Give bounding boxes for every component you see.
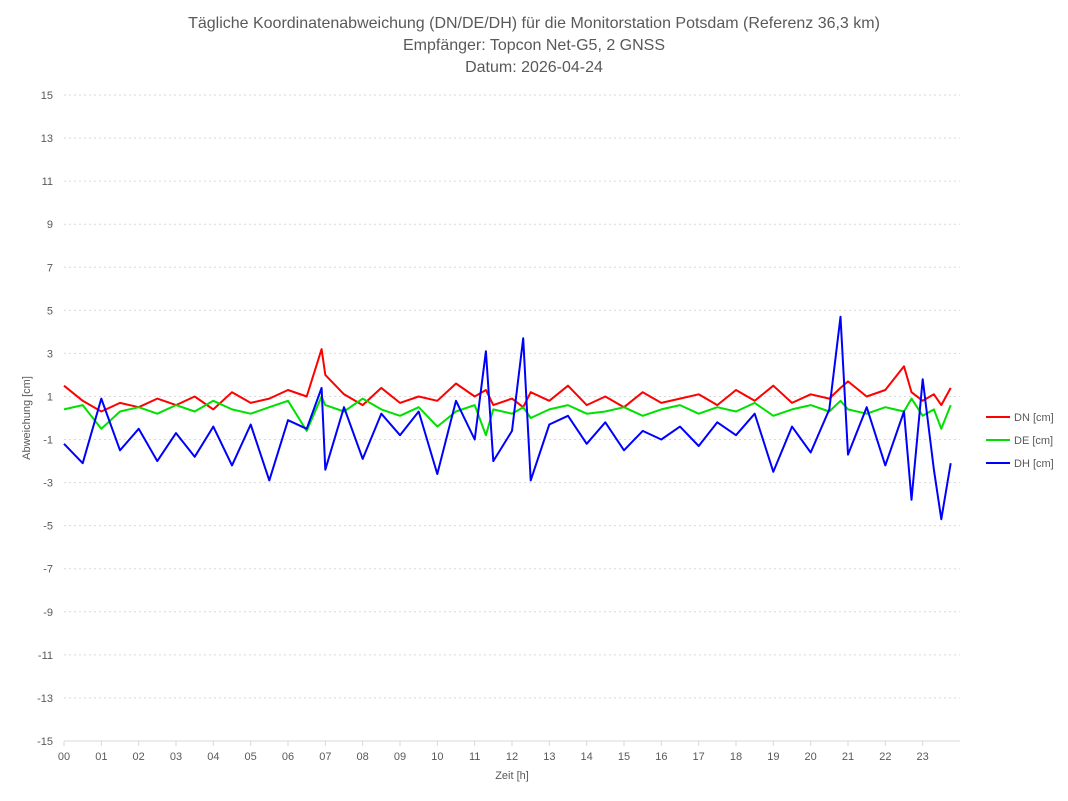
x-tick-label: 09	[394, 751, 406, 763]
x-axis-title: Zeit [h]	[495, 770, 529, 782]
y-tick-label: -9	[43, 607, 53, 619]
y-axis-title: Abweichung [cm]	[21, 376, 33, 460]
x-tick-label: 23	[917, 751, 929, 763]
x-tick-label: 21	[842, 751, 854, 763]
legend-label: DH [cm]	[1014, 458, 1054, 470]
y-tick-label: 5	[47, 305, 53, 317]
x-axis-ticks: 00 01 02 03 04 05 06 07 08 09 10 11 12 13 14 15 16 17 18 19…	[58, 740, 960, 763]
y-tick-label: 3	[47, 348, 53, 360]
y-tick-label: -5	[43, 521, 53, 533]
legend-label: DN [cm]	[1014, 412, 1054, 424]
x-tick-label: 01	[95, 751, 107, 763]
y-tick-label: 1	[47, 391, 53, 403]
y-axis-ticks: 15 13 11 9 7 5 3 1 -1 -3 -5 -7 -9 -11 -13 -15	[37, 90, 53, 748]
legend: DN [cm] DE [cm] DH [cm]	[986, 412, 1054, 470]
x-tick-label: 17	[693, 751, 705, 763]
x-tick-label: 16	[655, 751, 667, 763]
x-tick-label: 20	[805, 751, 817, 763]
y-tick-label: 13	[41, 133, 53, 145]
x-tick-label: 12	[506, 751, 518, 763]
series-line	[63, 348, 952, 413]
x-tick-label: 11	[469, 751, 480, 763]
y-tick-label: -7	[43, 564, 53, 576]
x-tick-label: 10	[431, 751, 443, 763]
x-tick-label: 05	[245, 751, 257, 763]
x-tick-label: 08	[357, 751, 369, 763]
series-line	[63, 395, 952, 437]
chart-title-line: Tägliche Koordinatenabweichung (DN/DE/DH…	[188, 15, 880, 32]
y-tick-label: -13	[37, 693, 53, 705]
x-tick-label: 18	[730, 751, 742, 763]
y-tick-label: -15	[37, 736, 53, 748]
x-tick-label: 13	[543, 751, 555, 763]
chart-title: Tägliche Koordinatenabweichung (DN/DE/DH…	[188, 15, 880, 76]
x-tick-label: 22	[879, 751, 891, 763]
series-lines	[63, 315, 952, 521]
x-tick-label: 14	[581, 751, 593, 763]
y-tick-label: 9	[47, 219, 53, 231]
y-tick-label: 15	[41, 90, 53, 102]
x-tick-label: 15	[618, 751, 630, 763]
chart-title-line: Empfänger: Topcon Net-G5, 2 GNSS	[403, 37, 665, 54]
x-tick-label: 04	[207, 751, 219, 763]
y-tick-label: -11	[38, 650, 53, 662]
x-tick-label: 02	[133, 751, 145, 763]
x-tick-label: 03	[170, 751, 182, 763]
y-tick-label: 7	[47, 262, 53, 274]
chart-title-line: Datum: 2026-04-24	[465, 59, 603, 76]
x-tick-label: 19	[767, 751, 779, 763]
legend-label: DE [cm]	[1014, 435, 1053, 447]
y-tick-label: -3	[43, 478, 53, 490]
x-tick-label: 07	[319, 751, 331, 763]
y-tick-label: -1	[43, 435, 53, 447]
y-tick-label: 11	[42, 176, 53, 188]
x-tick-label: 06	[282, 751, 294, 763]
series-line	[63, 315, 952, 521]
x-tick-label: 00	[58, 751, 70, 763]
